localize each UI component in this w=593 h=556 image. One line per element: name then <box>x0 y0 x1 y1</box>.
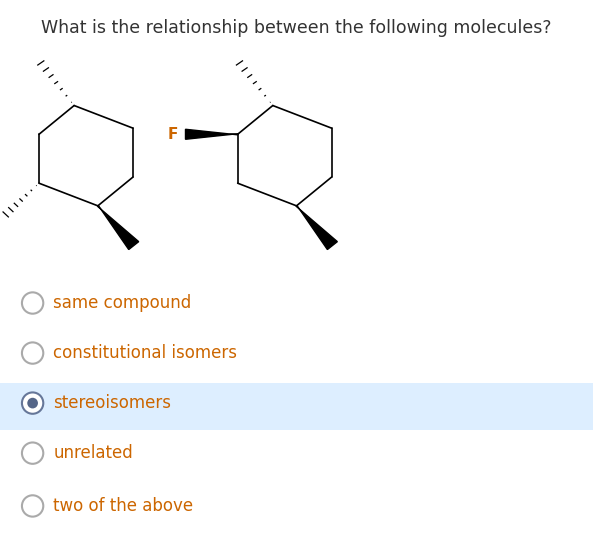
Text: F: F <box>168 127 178 142</box>
Text: What is the relationship between the following molecules?: What is the relationship between the fol… <box>42 19 551 37</box>
Ellipse shape <box>22 292 43 314</box>
Text: same compound: same compound <box>53 294 192 312</box>
Polygon shape <box>186 130 238 139</box>
Ellipse shape <box>22 443 43 464</box>
Ellipse shape <box>22 495 43 517</box>
Text: two of the above: two of the above <box>53 497 193 515</box>
Ellipse shape <box>22 342 43 364</box>
FancyBboxPatch shape <box>0 383 593 430</box>
Polygon shape <box>296 206 337 250</box>
Text: stereoisomers: stereoisomers <box>53 394 171 412</box>
Ellipse shape <box>22 393 43 414</box>
Polygon shape <box>97 206 139 250</box>
Text: constitutional isomers: constitutional isomers <box>53 344 237 362</box>
Ellipse shape <box>27 398 38 409</box>
Text: unrelated: unrelated <box>53 444 133 462</box>
